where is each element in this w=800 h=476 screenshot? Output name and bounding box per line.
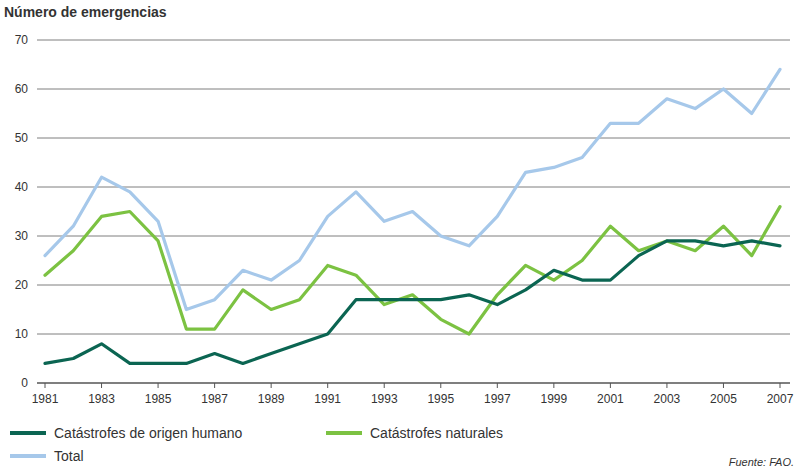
x-tick-label: 1999 [540, 392, 567, 406]
legend-swatch [10, 431, 46, 435]
grid-line [37, 285, 790, 286]
legend-label: Catástrofes naturales [370, 425, 503, 441]
y-tick-label: 50 [15, 131, 29, 145]
legend: Catástrofes de origen humano Catástrofes … [10, 425, 503, 464]
series-line [45, 69, 780, 309]
grid-line [37, 40, 790, 41]
x-tick-label: 1983 [88, 392, 115, 406]
series-line [45, 207, 780, 334]
x-tick [214, 383, 215, 388]
grid-line [37, 236, 790, 237]
x-tick [158, 383, 159, 388]
grid-line [37, 89, 790, 90]
x-tick [440, 383, 441, 388]
legend-label: Total [54, 448, 84, 464]
plot-area [45, 69, 780, 363]
x-tick-label: 1997 [484, 392, 511, 406]
series-line [45, 241, 780, 364]
x-tick-label: 1991 [314, 392, 341, 406]
legend-label: Catástrofes de origen humano [54, 425, 243, 441]
legend-swatch [10, 454, 46, 458]
y-tick-label: 10 [15, 327, 29, 341]
x-tick [723, 383, 724, 388]
x-tick-label: 1987 [201, 392, 228, 406]
x-tick [780, 383, 781, 388]
x-tick-label: 1995 [427, 392, 454, 406]
x-tick-label: 2003 [654, 392, 681, 406]
y-tick-label: 20 [15, 278, 29, 292]
x-tick-label: 1985 [145, 392, 172, 406]
x-tick-label: 1993 [371, 392, 398, 406]
y-axis-label: Número de emergencias [4, 4, 167, 20]
y-tick-label: 40 [15, 180, 29, 194]
source: Fuente: FAO. [729, 456, 794, 468]
grid-line [37, 138, 790, 139]
grid-line [37, 187, 790, 188]
x-tick [45, 383, 46, 388]
x-tick [271, 383, 272, 388]
y-tick-label: 60 [15, 82, 29, 96]
x-tick [610, 383, 611, 388]
x-tick [553, 383, 554, 388]
x-tick-label: 1989 [258, 392, 285, 406]
x-tick [666, 383, 667, 388]
x-tick [497, 383, 498, 388]
y-tick-label: 0 [21, 376, 28, 390]
chart: Número de emergencias 0 10 20 30 40 50 60 70 1981… [0, 0, 800, 476]
x-tick-label: 2007 [767, 392, 794, 406]
grid-line [37, 382, 790, 384]
grid [37, 40, 790, 383]
x-tick-label: 2005 [710, 392, 737, 406]
y-tick-label: 70 [15, 33, 29, 47]
x-tick [327, 383, 328, 388]
y-tick-label: 30 [15, 229, 29, 243]
x-tick [101, 383, 102, 388]
legend-swatch [326, 431, 362, 435]
grid-line [37, 334, 790, 335]
x-tick-label: 1981 [32, 392, 59, 406]
x-tick [384, 383, 385, 388]
x-tick-label: 2001 [597, 392, 624, 406]
